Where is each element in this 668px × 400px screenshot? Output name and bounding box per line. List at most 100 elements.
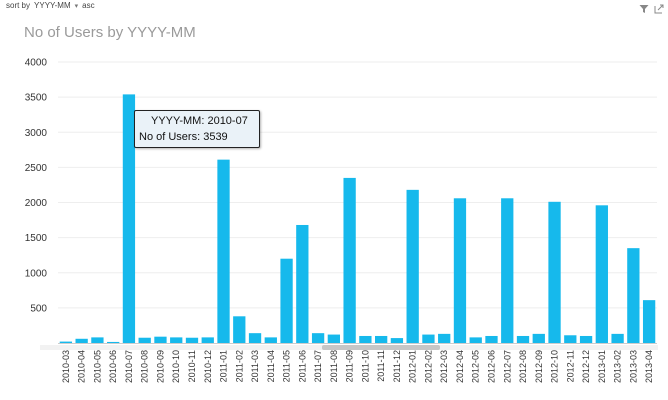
bar[interactable] xyxy=(532,333,545,343)
x-tick-label: 2010-04 xyxy=(77,350,87,383)
bar[interactable] xyxy=(611,333,624,343)
filter-icon[interactable] xyxy=(639,1,649,19)
x-tick-label: 2011-09 xyxy=(345,350,355,382)
bar[interactable] xyxy=(122,94,136,343)
x-tick-label: 2011-11 xyxy=(376,350,386,382)
bar[interactable] xyxy=(501,198,514,343)
x-tick-label: 2011-04 xyxy=(266,350,276,382)
bar[interactable] xyxy=(185,337,199,343)
bar[interactable] xyxy=(564,335,577,343)
y-tick-label: 1000 xyxy=(25,268,48,279)
bar[interactable] xyxy=(595,205,608,343)
bar[interactable] xyxy=(248,333,262,343)
x-tick-label: 2011-10 xyxy=(360,350,370,382)
x-tick-label: 2011-01 xyxy=(219,350,229,382)
x-tick-label: 2013-04 xyxy=(644,350,654,383)
x-tick-label: 2010-10 xyxy=(171,350,181,383)
bar[interactable] xyxy=(485,335,498,343)
bar[interactable] xyxy=(469,337,482,343)
x-tick-label: 2012-02 xyxy=(423,350,433,383)
x-tick-label: 2011-02 xyxy=(234,350,244,382)
x-tick-label: 2012-10 xyxy=(550,350,560,383)
tooltip-field-label: YYYY-MM xyxy=(151,115,202,127)
x-tick-label: 2012-12 xyxy=(581,350,591,383)
bar[interactable] xyxy=(154,336,167,343)
bar[interactable] xyxy=(406,189,419,343)
x-tick-label: 2012-09 xyxy=(534,350,544,383)
chart-tooltip: YYYY-MM: 2010-07 No of Users: 3539 xyxy=(134,110,260,148)
tooltip-field-value: 2010-07 xyxy=(207,115,248,127)
x-tick-label: 2010-07 xyxy=(124,350,134,383)
bar[interactable] xyxy=(138,337,151,343)
sort-by-label: sort by xyxy=(6,1,31,10)
x-tick-label: 2011-07 xyxy=(313,350,323,382)
y-tick-label: 500 xyxy=(30,303,47,314)
bar[interactable] xyxy=(59,341,73,343)
bar[interactable] xyxy=(233,316,246,343)
x-tick-label: 2011-08 xyxy=(329,350,339,382)
x-tick-label: 2010-08 xyxy=(140,350,150,383)
bar[interactable] xyxy=(217,159,230,343)
bar[interactable] xyxy=(107,341,120,343)
x-tick-label: 2012-01 xyxy=(408,350,418,383)
bar[interactable] xyxy=(548,201,561,343)
bar[interactable] xyxy=(579,335,593,343)
sort-field-dropdown[interactable]: YYYY-MM xyxy=(34,1,71,10)
tooltip-measure-value: 3539 xyxy=(203,131,228,143)
sort-bar: sort by YYYY-MM ▾ asc xyxy=(6,1,95,10)
x-tick-label: 2011-05 xyxy=(282,350,292,382)
y-tick-label: 2500 xyxy=(25,163,48,174)
chart-title: No of Users by YYYY-MM xyxy=(24,24,196,41)
bar[interactable] xyxy=(91,337,104,343)
x-tick-label: 2012-11 xyxy=(565,350,575,382)
x-tick-label: 2010-12 xyxy=(203,350,213,383)
bar[interactable] xyxy=(296,224,309,343)
y-tick-label: 3500 xyxy=(25,93,48,104)
bar[interactable] xyxy=(390,338,404,343)
x-tick-label: 2010-06 xyxy=(108,350,118,383)
scrollbar-thumb[interactable] xyxy=(322,345,440,350)
bar[interactable] xyxy=(359,335,372,343)
tooltip-measure-label: No of Users xyxy=(139,131,198,143)
x-tick-label: 2013-01 xyxy=(597,350,607,383)
tooltip-value-row: No of Users: 3539 xyxy=(139,131,228,143)
popout-icon[interactable] xyxy=(654,1,664,19)
x-tick-label: 2013-03 xyxy=(628,350,638,383)
chevron-down-icon[interactable]: ▾ xyxy=(74,2,79,10)
bar[interactable] xyxy=(170,337,183,343)
visual-toolbar xyxy=(639,1,664,19)
sort-order-toggle[interactable]: asc xyxy=(82,1,95,10)
bar[interactable] xyxy=(642,300,656,343)
bar[interactable] xyxy=(516,335,530,343)
bar[interactable] xyxy=(75,338,88,343)
bar[interactable] xyxy=(264,337,277,343)
x-tick-label: 2010-11 xyxy=(187,350,197,382)
bar[interactable] xyxy=(374,335,388,343)
bar[interactable] xyxy=(453,198,467,343)
y-tick-label: 2000 xyxy=(25,198,48,209)
x-tick-label: 2012-08 xyxy=(518,350,528,383)
bar[interactable] xyxy=(343,177,356,343)
bar[interactable] xyxy=(422,334,435,343)
bar[interactable] xyxy=(438,333,451,343)
bar[interactable] xyxy=(280,258,293,343)
x-tick-label: 2012-04 xyxy=(455,350,465,383)
y-tick-label: 1500 xyxy=(25,233,48,244)
y-tick-label: 4000 xyxy=(25,58,48,69)
x-tick-label: 2012-05 xyxy=(471,350,481,383)
x-tick-label: 2012-06 xyxy=(486,350,496,383)
x-tick-label: 2010-09 xyxy=(155,350,165,383)
x-tick-label: 2010-03 xyxy=(61,350,71,383)
bar[interactable] xyxy=(311,333,325,343)
x-tick-label: 2010-05 xyxy=(92,350,102,383)
x-tick-label: 2011-06 xyxy=(297,350,307,382)
x-tick-label: 2013-02 xyxy=(613,350,623,383)
x-tick-label: 2011-12 xyxy=(392,350,402,382)
bar[interactable] xyxy=(201,337,214,343)
tooltip-category-row: YYYY-MM: 2010-07 xyxy=(151,115,248,127)
bar[interactable] xyxy=(327,334,341,343)
x-tick-label: 2012-07 xyxy=(502,350,512,383)
y-tick-label: 3000 xyxy=(25,128,48,139)
bar[interactable] xyxy=(627,248,640,343)
